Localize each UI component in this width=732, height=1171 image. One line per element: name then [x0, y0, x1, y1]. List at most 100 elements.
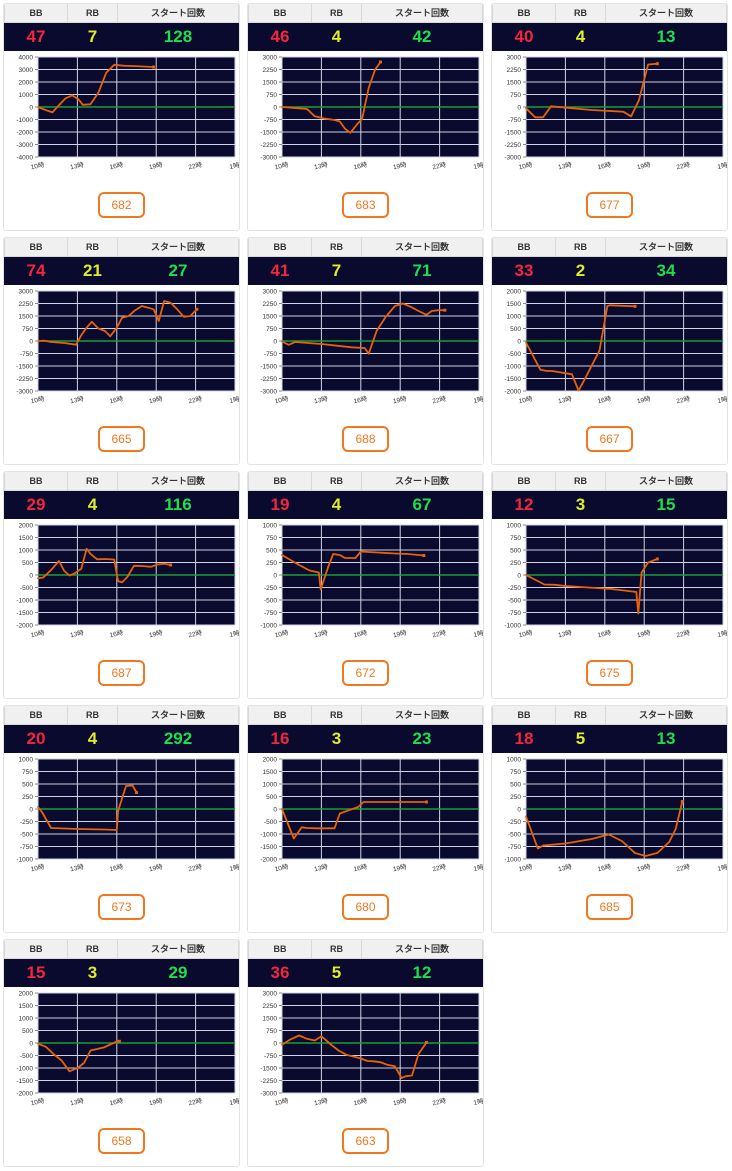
svg-text:750: 750 — [22, 769, 33, 776]
col-header-rb: RB — [67, 4, 118, 23]
svg-text:-1000: -1000 — [16, 1065, 33, 1072]
machine-card[interactable]: BB RB スタート回数 16 3 23 2000 1500 1000 500 0 -50… — [244, 702, 488, 936]
machine-number-badge[interactable]: 675 — [586, 660, 633, 687]
machine-number-badge[interactable]: 682 — [98, 192, 145, 219]
machine-number-badge[interactable]: 658 — [98, 1128, 145, 1155]
badge-row: 675 — [492, 649, 727, 699]
svg-text:2250: 2250 — [263, 1003, 278, 1010]
machine-number-badge[interactable]: 688 — [342, 426, 389, 453]
svg-text:-1500: -1500 — [260, 363, 277, 370]
col-header-rb: RB — [311, 4, 362, 23]
svg-text:-1000: -1000 — [260, 622, 277, 629]
svg-text:0: 0 — [29, 104, 33, 111]
col-header-rb: RB — [311, 472, 362, 491]
svg-text:-2250: -2250 — [260, 1078, 277, 1085]
machine-number-badge[interactable]: 663 — [342, 1128, 389, 1155]
machine-card[interactable]: BB RB スタート回数 29 4 116 2000 1500 1000 500 0 -5… — [0, 468, 244, 702]
machine-card[interactable]: BB RB スタート回数 47 7 128 4000 3000 2000 1000 0 -… — [0, 0, 244, 234]
machine-card[interactable]: BB RB スタート回数 41 7 71 3000 2250 1500 750 0 -75… — [244, 234, 488, 468]
svg-text:-1500: -1500 — [504, 129, 521, 136]
stats-table: BB RB スタート回数 19 4 67 — [248, 472, 483, 519]
machine-card[interactable]: BB RB スタート回数 15 3 29 2000 1500 1000 500 0 -50… — [0, 936, 244, 1170]
col-header-rb: RB — [67, 940, 118, 959]
machine-card[interactable]: BB RB スタート回数 36 5 12 3000 2250 1500 750 0 -75… — [244, 936, 488, 1170]
machine-number-badge[interactable]: 667 — [586, 426, 633, 453]
svg-text:-500: -500 — [508, 597, 521, 604]
card-inner: BB RB スタート回数 40 4 13 3000 2250 1500 750 0 -75… — [491, 3, 728, 231]
svg-text:-2000: -2000 — [504, 388, 521, 395]
svg-text:500: 500 — [266, 794, 277, 801]
machine-card[interactable]: BB RB スタート回数 20 4 292 1000 750 500 250 0 -250… — [0, 702, 244, 936]
machine-number-badge[interactable]: 673 — [98, 894, 145, 921]
svg-text:-250: -250 — [508, 819, 521, 826]
machine-card[interactable]: BB RB スタート回数 40 4 13 3000 2250 1500 750 0 -75… — [488, 0, 732, 234]
svg-text:10時: 10時 — [30, 628, 46, 639]
svg-text:16時: 16時 — [353, 1096, 369, 1107]
stats-value-row: 40 4 13 — [492, 21, 727, 51]
svg-text:10時: 10時 — [30, 160, 46, 171]
svg-text:1時: 1時 — [229, 862, 240, 872]
svg-text:1500: 1500 — [263, 79, 278, 86]
machine-card[interactable]: BB RB スタート回数 46 4 42 3000 2250 1500 750 0 -75… — [244, 0, 488, 234]
rb-value: 3 — [67, 957, 118, 987]
svg-text:0: 0 — [517, 806, 521, 813]
svg-text:22時: 22時 — [432, 1096, 448, 1107]
machine-card[interactable]: BB RB スタート回数 74 21 27 3000 2250 1500 750 0 -7… — [0, 234, 244, 468]
start-count-value: 13 — [605, 723, 727, 753]
machine-card[interactable]: BB RB スタート回数 12 3 15 1000 750 500 250 0 -250 -… — [488, 468, 732, 702]
svg-text:0: 0 — [517, 572, 521, 579]
svg-text:1500: 1500 — [507, 301, 522, 308]
machine-number-badge[interactable]: 685 — [586, 894, 633, 921]
svg-text:16時: 16時 — [109, 394, 125, 405]
svg-text:10時: 10時 — [274, 1096, 290, 1107]
machine-number-badge[interactable]: 665 — [98, 426, 145, 453]
col-header-start: スタート回数 — [361, 706, 483, 725]
col-header-bb: BB — [248, 238, 312, 257]
machine-number-badge[interactable]: 687 — [98, 660, 145, 687]
machine-number-badge[interactable]: 680 — [342, 894, 389, 921]
svg-text:-500: -500 — [264, 597, 277, 604]
svg-text:16時: 16時 — [353, 628, 369, 639]
machine-card[interactable]: BB RB スタート回数 33 2 34 2000 1500 1000 500 0 -50… — [488, 234, 732, 468]
svg-text:1時: 1時 — [717, 628, 728, 638]
stats-header-row: BB RB スタート回数 — [248, 472, 483, 491]
col-header-rb: RB — [67, 706, 118, 725]
svg-text:1000: 1000 — [19, 756, 34, 763]
col-header-bb: BB — [248, 472, 312, 491]
machine-card[interactable]: BB RB スタート回数 18 5 13 1000 750 500 250 0 -250 -… — [488, 702, 732, 936]
machine-number-badge[interactable]: 683 — [342, 192, 389, 219]
stats-value-row: 18 5 13 — [492, 723, 727, 753]
stats-table: BB RB スタート回数 18 5 13 — [492, 706, 727, 753]
start-count-value: 23 — [361, 723, 483, 753]
svg-text:-750: -750 — [508, 117, 521, 124]
svg-text:-1000: -1000 — [504, 856, 521, 863]
bb-value: 36 — [248, 957, 312, 987]
svg-text:-500: -500 — [508, 351, 521, 358]
machine-number-badge[interactable]: 672 — [342, 660, 389, 687]
svg-text:1000: 1000 — [19, 1015, 34, 1022]
stats-header-row: BB RB スタート回数 — [248, 238, 483, 257]
col-header-bb: BB — [492, 472, 556, 491]
svg-text:1時: 1時 — [473, 862, 484, 872]
svg-text:22時: 22時 — [188, 862, 204, 873]
svg-text:16時: 16時 — [109, 160, 125, 171]
badge-row: 665 — [4, 415, 239, 465]
svg-text:13時: 13時 — [69, 628, 85, 639]
svg-text:750: 750 — [266, 92, 277, 99]
machine-card[interactable]: BB RB スタート回数 19 4 67 1000 750 500 250 0 -250 -… — [244, 468, 488, 702]
svg-text:-1500: -1500 — [260, 129, 277, 136]
svg-text:22時: 22時 — [432, 862, 448, 873]
stats-table: BB RB スタート回数 46 4 42 — [248, 4, 483, 51]
bb-value: 16 — [248, 723, 312, 753]
start-count-value: 71 — [361, 255, 483, 285]
svg-text:13時: 13時 — [313, 160, 329, 171]
svg-text:13時: 13時 — [313, 862, 329, 873]
machine-number-badge[interactable]: 677 — [586, 192, 633, 219]
svg-text:1000: 1000 — [263, 522, 278, 529]
svg-text:-250: -250 — [264, 585, 277, 592]
svg-text:22時: 22時 — [188, 1096, 204, 1107]
rb-value: 5 — [555, 723, 606, 753]
payout-line-chart: 3000 2250 1500 750 0 -750 -1500 -2250 -3000 10時 13… — [492, 50, 727, 181]
col-header-start: スタート回数 — [605, 472, 727, 491]
svg-text:16時: 16時 — [597, 862, 613, 873]
